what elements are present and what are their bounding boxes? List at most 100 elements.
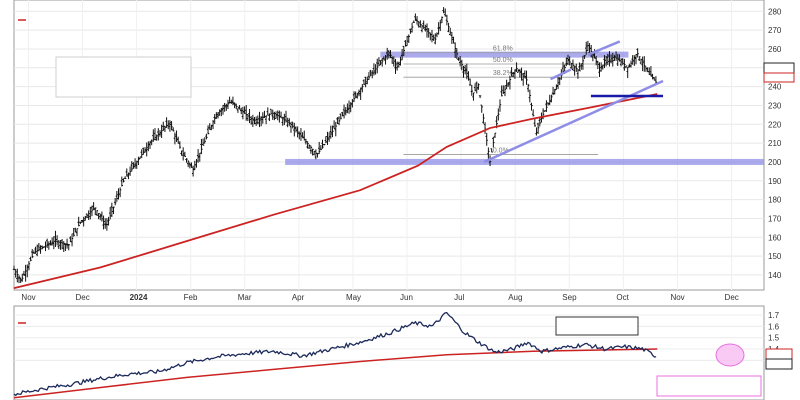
ma200-line <box>13 93 658 289</box>
price-bar <box>115 190 119 202</box>
price-bar <box>246 114 250 122</box>
price-bar <box>606 53 609 66</box>
price-bar <box>362 79 366 86</box>
price-bar <box>367 72 371 80</box>
price-bar <box>397 61 401 68</box>
price-bar <box>137 156 140 166</box>
price-bar <box>64 243 67 252</box>
price-bar <box>249 116 253 125</box>
price-bar <box>649 66 653 77</box>
price-bar <box>118 187 122 198</box>
price-bar <box>221 105 225 115</box>
price-bar <box>458 55 462 67</box>
price-bar <box>538 117 541 127</box>
price-bar <box>430 29 434 43</box>
price-bar <box>286 117 289 128</box>
price-bar <box>32 250 36 254</box>
price-bar <box>97 212 100 220</box>
price-bar <box>535 127 538 136</box>
price-bar <box>288 118 291 126</box>
price-y-tick-label: 200 <box>768 158 782 167</box>
price-bar <box>203 137 206 144</box>
price-bar <box>599 62 603 72</box>
price-bar <box>148 141 152 149</box>
price-bar <box>385 47 389 60</box>
price-bar <box>556 77 560 90</box>
price-bar <box>631 55 634 65</box>
price-bar <box>195 158 198 168</box>
price-bar <box>102 215 105 230</box>
price-bar <box>468 78 472 86</box>
price-bar <box>415 16 419 25</box>
price-y-tick-label: 140 <box>768 271 782 280</box>
price-bar <box>381 57 384 67</box>
price-bar <box>283 113 286 126</box>
price-bars <box>12 7 658 284</box>
price-bar <box>352 91 356 103</box>
price-bar <box>321 139 324 149</box>
price-bar <box>266 107 269 116</box>
price-y-tick-label: 280 <box>768 7 782 16</box>
price-bar <box>276 110 279 121</box>
price-bar <box>130 161 133 172</box>
price-bar <box>322 143 326 146</box>
ratio-ma200-line <box>13 348 658 399</box>
price-bar <box>472 92 475 101</box>
price-bar <box>548 94 551 106</box>
price-bar <box>425 23 429 38</box>
price-bar <box>523 70 527 79</box>
price-bar <box>420 24 424 33</box>
price-bar <box>638 56 641 62</box>
price-bar <box>568 56 571 66</box>
price-bar <box>331 125 334 138</box>
price-bar <box>167 120 170 130</box>
price-bar <box>550 94 553 103</box>
price-bar <box>75 228 79 237</box>
price-bar <box>475 81 478 94</box>
price-bar <box>104 218 107 229</box>
price-bar <box>303 130 306 141</box>
price-bar <box>477 83 480 90</box>
price-bar <box>92 202 95 211</box>
price-bar <box>223 102 226 112</box>
price-bar <box>522 72 525 86</box>
price-bar <box>22 270 26 276</box>
price-bar <box>74 227 77 233</box>
x-tick-label: Mar <box>238 293 252 302</box>
price-bar <box>364 76 367 88</box>
price-bar <box>17 275 21 284</box>
price-bar <box>639 58 643 65</box>
price-bar <box>590 44 593 58</box>
price-bar <box>543 110 546 113</box>
price-bar <box>34 246 37 254</box>
price-bar <box>449 27 452 36</box>
price-bar <box>26 264 29 278</box>
trend-lines <box>483 40 664 164</box>
price-bar <box>50 237 54 246</box>
price-bar <box>510 67 513 77</box>
price-y-tick-label: 260 <box>768 45 782 54</box>
price-bar <box>611 52 614 67</box>
ratio-label-box <box>555 316 639 336</box>
price-bar <box>152 129 155 142</box>
price-bar <box>530 102 533 111</box>
price-bar <box>356 93 359 99</box>
price-bar <box>14 268 17 278</box>
price-bar <box>57 240 60 250</box>
price-bar <box>90 205 94 217</box>
price-bar <box>248 108 251 124</box>
price-bar <box>497 108 500 121</box>
price-bar <box>575 63 578 72</box>
price-bar <box>62 241 65 252</box>
x-tick-label: Oct <box>616 293 629 302</box>
price-bar <box>618 54 621 62</box>
price-bar <box>508 75 512 90</box>
price-bar <box>555 84 558 90</box>
price-bar <box>349 102 352 113</box>
price-bar <box>59 240 62 250</box>
price-bar <box>384 54 387 65</box>
price-bar <box>570 62 573 69</box>
price-bar <box>357 89 361 97</box>
price-bar <box>621 58 624 66</box>
